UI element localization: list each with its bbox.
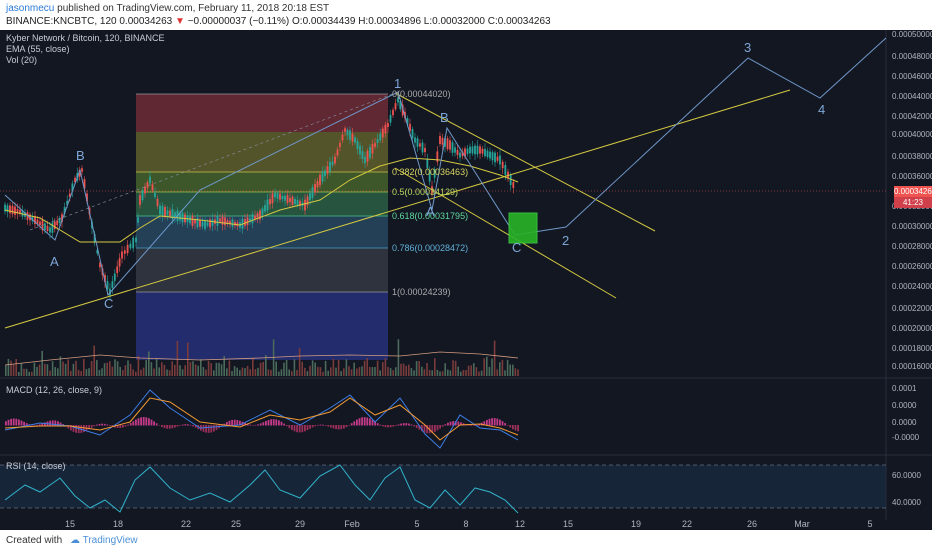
macd-line[interactable]	[4, 389, 519, 449]
cloud-icon: ☁	[70, 535, 80, 546]
macd-signal-line[interactable]	[4, 397, 519, 441]
price-axis-label: 0.00026000	[892, 262, 932, 271]
price-change: −0.00000037 (−0.11%)	[187, 16, 290, 27]
price-axis-label: 0.00048000	[892, 52, 932, 61]
time-axis-label: 5	[867, 519, 872, 529]
time-axis-label: 5	[414, 519, 419, 529]
fib-level-label: 0(0.00044020)	[392, 89, 451, 99]
wave-label: C	[104, 296, 113, 311]
chart-legend: Kyber Network / Bitcoin, 120, BINANCE EM…	[6, 33, 165, 66]
time-axis-label: 22	[181, 519, 191, 529]
rsi-band	[0, 465, 886, 508]
time-axis-label: 19	[631, 519, 641, 529]
current-price-tag: 0.00034263	[894, 186, 932, 197]
wave-label: B	[76, 148, 85, 163]
publish-line: jasonmecu published on TradingView.com, …	[6, 3, 329, 14]
chart-canvas[interactable]: 0.00050000 0.00048000 0.00046000 0.00044000…	[0, 30, 932, 530]
wave-label: 2	[562, 233, 569, 248]
author-link[interactable]: jasonmecu	[6, 3, 55, 14]
wave-label: C	[512, 240, 521, 255]
price-axis-label: 0.00020000	[892, 324, 932, 333]
rsi-line[interactable]	[4, 464, 519, 514]
wave-label: B	[440, 110, 449, 125]
macd-legend[interactable]: MACD (12, 26, close, 9)	[6, 385, 103, 395]
price-axis[interactable]: 0.00050000 0.00048000 0.00046000 0.00044000…	[892, 30, 932, 371]
rsi-legend[interactable]: RSI (14, close)	[6, 461, 66, 471]
macd-axis: 0.0001 0.0000 0.0000 -0.0000	[892, 384, 920, 442]
price-axis-label: 0.00036000	[892, 172, 932, 181]
price-axis-label: 0.00028000	[892, 242, 932, 251]
wave-label: A	[50, 254, 59, 269]
volume-bars	[4, 339, 519, 376]
wave-label: 3	[744, 40, 751, 55]
macd-axis-label: 0.0000	[892, 401, 917, 410]
wave-label: 1	[394, 76, 401, 91]
time-axis[interactable]: 15 18 22 25 29 Feb 5 8 12 15 19 22 26 Mar 5	[65, 519, 873, 529]
published-text: published on TradingView.com, February 1…	[57, 3, 330, 14]
fib-level-label: 0.618(0.00031795)	[392, 211, 468, 221]
countdown-tag: 41:23	[894, 197, 932, 208]
wave-labels: A B C 1 A B C 2 3 4	[50, 40, 825, 311]
fib-labels: 0(0.00044020) 0.382(0.00036463) 0.5(0.0003…	[392, 89, 468, 297]
price-axis-label: 0.00024000	[892, 282, 932, 291]
time-axis-label: Feb	[344, 519, 360, 529]
time-axis-label: 22	[682, 519, 692, 529]
created-with-text: Created with	[6, 535, 63, 546]
price-axis-label: 0.00016000	[892, 362, 932, 371]
fib-level-label: 1(0.00024239)	[392, 287, 451, 297]
price-axis-label: 0.00042000	[892, 112, 932, 121]
price-axis-label: 0.00018000	[892, 344, 932, 353]
price-axis-label: 0.00046000	[892, 72, 932, 81]
fib-level-label: 0.382(0.00036463)	[392, 167, 468, 177]
legend-title: Kyber Network / Bitcoin, 120, BINANCE	[6, 33, 165, 43]
price-axis-label: 0.00022000	[892, 304, 932, 313]
legend-ema[interactable]: EMA (55, close)	[6, 44, 70, 54]
price-candles[interactable]	[4, 94, 515, 299]
target-box[interactable]	[508, 212, 538, 244]
publish-header: jasonmecu published on TradingView.com, …	[0, 0, 932, 30]
rsi-axis: 60.0000 40.0000	[892, 471, 921, 507]
price-axis-label: 0.00050000	[892, 30, 932, 39]
time-axis-label: 18	[113, 519, 123, 529]
time-axis-label: 15	[65, 519, 75, 529]
down-arrow-icon: ▼	[175, 16, 185, 27]
ema-line[interactable]	[4, 157, 519, 243]
fib-level-label: 0.5(0.00034129)	[392, 187, 458, 197]
chart-area[interactable]: 0.00050000 0.00048000 0.00046000 0.00044000…	[0, 30, 932, 530]
price-axis-label: 0.00040000	[892, 130, 932, 139]
time-axis-label: 12	[515, 519, 525, 529]
time-axis-label: 8	[463, 519, 468, 529]
footer: Created with ☁ TradingView	[0, 530, 932, 550]
fib-level-label: 0.786(0.00028472)	[392, 243, 468, 253]
macd-histogram	[5, 417, 519, 434]
price-axis-label: 0.00030000	[892, 222, 932, 231]
price-axis-label: 0.00044000	[892, 92, 932, 101]
time-axis-label: 25	[231, 519, 241, 529]
rsi-axis-label: 40.0000	[892, 498, 921, 507]
macd-axis-label: 0.0001	[892, 384, 917, 393]
rsi-axis-label: 60.0000	[892, 471, 921, 480]
time-axis-label: Mar	[794, 519, 810, 529]
time-axis-label: 29	[295, 519, 305, 529]
tradingview-logo[interactable]: ☁ TradingView	[70, 535, 138, 546]
elliott-wave-path[interactable]	[4, 37, 887, 297]
symbol-label: BINANCE:KNCBTC, 120	[6, 16, 117, 27]
trendlines[interactable]	[4, 89, 791, 329]
legend-vol[interactable]: Vol (20)	[6, 55, 38, 65]
price-axis-label: 0.00038000	[892, 152, 932, 161]
macd-axis-label: 0.0000	[892, 418, 917, 427]
symbol-quote-line: BINANCE:KNCBTC, 120 0.00034263 ▼ −0.0000…	[6, 16, 551, 27]
wave-label: 4	[818, 102, 825, 117]
last-price: 0.00034263	[119, 16, 173, 27]
ohlc-values: O:0.00034439 H:0.00034896 L:0.00032000 C…	[292, 16, 551, 27]
time-axis-label: 15	[563, 519, 573, 529]
time-axis-label: 26	[747, 519, 757, 529]
wave-label: A	[426, 204, 435, 219]
tradingview-brand: TradingView	[82, 535, 138, 546]
macd-axis-label: -0.0000	[892, 433, 920, 442]
